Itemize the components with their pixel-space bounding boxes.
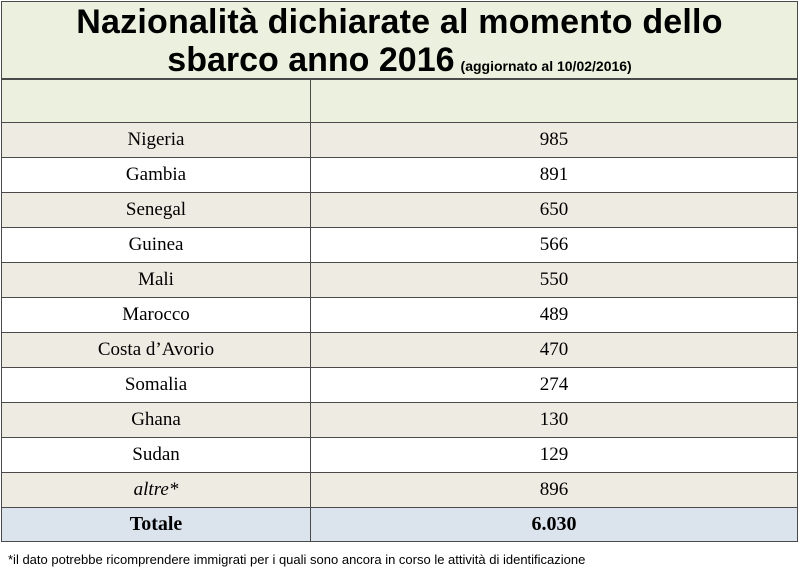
count-cell: 896	[310, 472, 798, 508]
table-header-row	[1, 79, 798, 123]
title-update-note: (aggiornato al 10/02/2016)	[460, 58, 632, 74]
table-row: Nigeria 985	[1, 122, 798, 158]
table-row: Marocco 489	[1, 297, 798, 333]
table-body: Nigeria 985 Gambia 891 Senegal 650 Guinea 566 Ma…	[1, 79, 798, 542]
table-row: Mali 550	[1, 262, 798, 298]
title-line-2-text: sbarco anno 2016	[167, 41, 455, 79]
total-row: Totale 6.030	[1, 507, 798, 542]
nationality-cell: Sudan	[1, 437, 311, 473]
footnote: *il dato potrebbe ricomprendere immigrat…	[8, 552, 586, 567]
total-label-cell: Totale	[1, 507, 311, 542]
table-row: Somalia 274	[1, 367, 798, 403]
total-value-cell: 6.030	[310, 507, 798, 542]
title-line-2: sbarco anno 2016 (aggiornato al 10/02/201…	[2, 43, 797, 83]
header-cell-count	[310, 79, 798, 123]
nationality-cell: Gambia	[1, 157, 311, 193]
count-cell: 489	[310, 297, 798, 333]
count-cell: 470	[310, 332, 798, 368]
table-row: Senegal 650	[1, 192, 798, 228]
nationality-cell: altre*	[1, 472, 311, 508]
count-cell: 129	[310, 437, 798, 473]
count-cell: 985	[310, 122, 798, 158]
nationality-cell: Nigeria	[1, 122, 311, 158]
table-title: Nazionalità dichiarate al momento dello …	[1, 1, 798, 79]
count-cell: 550	[310, 262, 798, 298]
table-row: Guinea 566	[1, 227, 798, 263]
count-cell: 130	[310, 402, 798, 438]
count-cell: 274	[310, 367, 798, 403]
table-row: Sudan 129	[1, 437, 798, 473]
table-row: Gambia 891	[1, 157, 798, 193]
nationality-cell: Guinea	[1, 227, 311, 263]
nationality-cell: Mali	[1, 262, 311, 298]
nationality-cell: Ghana	[1, 402, 311, 438]
nationality-table: Nigeria 985 Gambia 891 Senegal 650 Guinea 566 Ma…	[1, 79, 798, 542]
nationality-cell: Somalia	[1, 367, 311, 403]
count-cell: 650	[310, 192, 798, 228]
header-cell-nationality	[1, 79, 311, 123]
count-cell: 566	[310, 227, 798, 263]
table-row: Ghana 130	[1, 402, 798, 438]
title-line-1: Nazionalità dichiarate al momento dello	[76, 3, 723, 41]
table-row: Costa d’Avorio 470	[1, 332, 798, 368]
nationality-cell: Costa d’Avorio	[1, 332, 311, 368]
nationality-cell: Senegal	[1, 192, 311, 228]
count-cell: 891	[310, 157, 798, 193]
nationality-cell: Marocco	[1, 297, 311, 333]
table-row: altre* 896	[1, 472, 798, 508]
